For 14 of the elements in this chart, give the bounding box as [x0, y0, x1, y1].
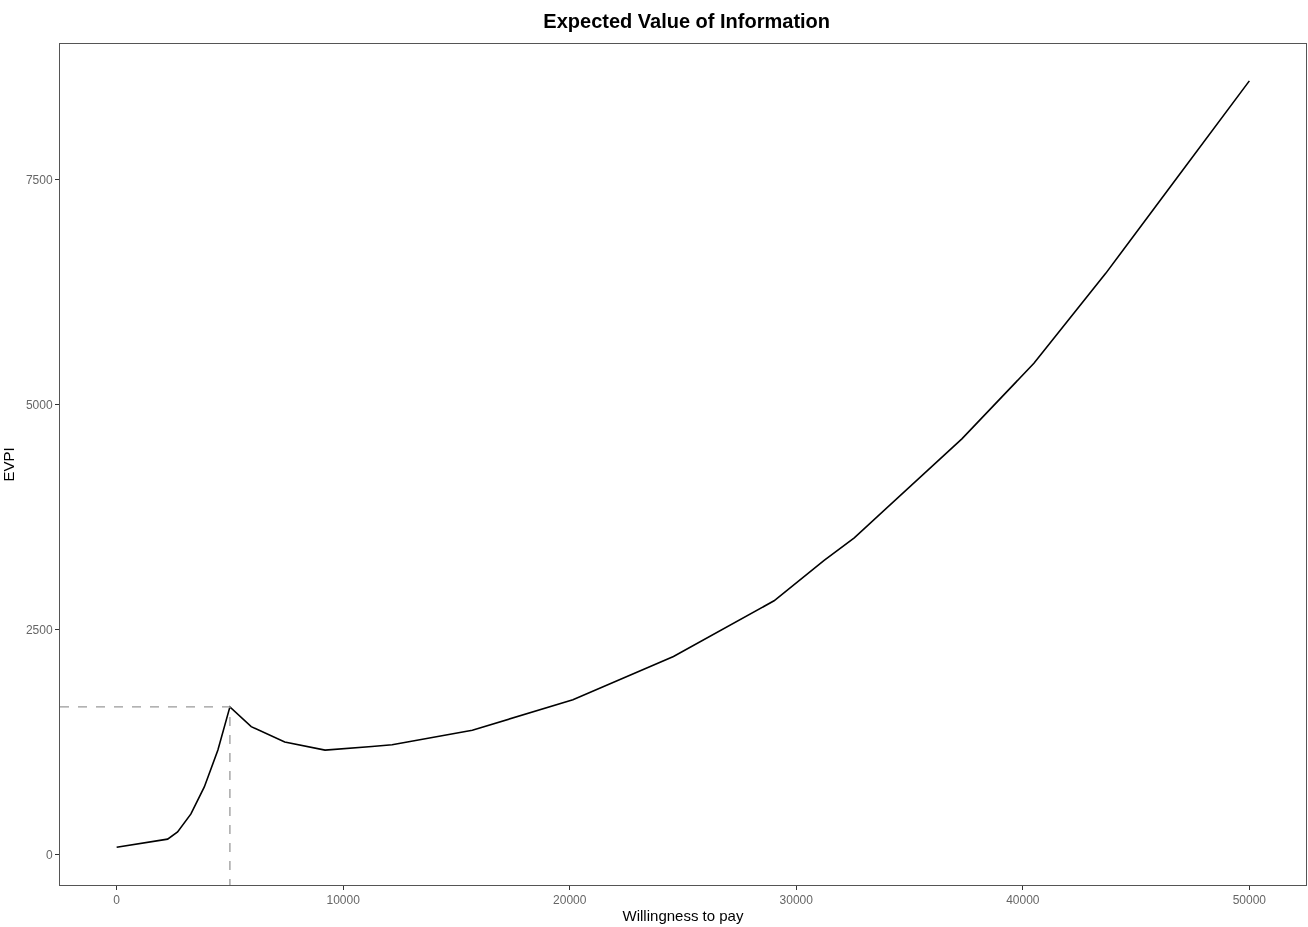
line-series [115, 80, 1251, 849]
y-tick-label: 2500 [25, 622, 53, 637]
x-tick-label: 50000 [1232, 893, 1267, 908]
y-tick-label: 5000 [25, 397, 53, 412]
x-axis-title: Willingness to pay [622, 907, 744, 925]
x-tick-label: 10000 [326, 893, 361, 908]
y-tick-label: 7500 [25, 173, 53, 188]
x-tick-label: 30000 [779, 893, 814, 908]
y-axis-title: EVPI [0, 447, 17, 482]
x-tick-label: 0 [113, 893, 121, 908]
y-tick-label: 0 [45, 847, 53, 862]
x-tick-label: 40000 [1006, 893, 1040, 908]
x-tick-label: 20000 [553, 893, 587, 908]
chart-title: Expected Value of Information [543, 9, 831, 32]
